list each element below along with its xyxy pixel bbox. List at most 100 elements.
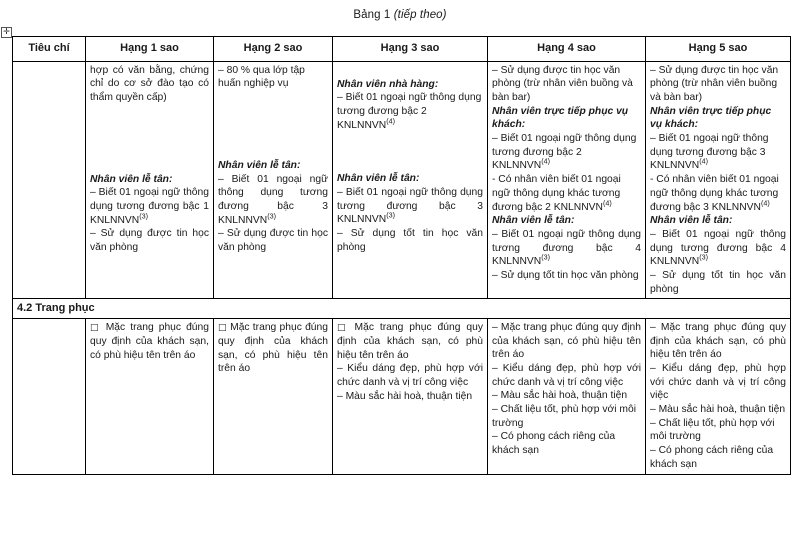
hang1-trang-phuc-item-1: □ Mặc trang phục đúng quy định của khách… [90, 321, 209, 362]
hang5-le-tan-item-1: – Biết 01 ngoại ngữ thông dụng tương đươ… [650, 228, 786, 269]
hang5-trang-phuc-item-5: – Có phong cách riêng của khách sạn [650, 445, 774, 470]
hang3-trang-phuc-item-2: – Kiểu dáng đẹp, phù hợp với chức danh v… [337, 363, 483, 388]
hang3-nha-hang-item-1: – Biết 01 ngoại ngữ thông dụng tương đươ… [337, 91, 483, 132]
hang4-le-tan-item-1-superscript: (3) [541, 252, 551, 262]
hang4-le-tan-item-2: – Sử dụng tốt tin học văn phòng [492, 269, 639, 281]
column-header-hang-5-sao: Hạng 5 sao [645, 36, 791, 62]
hang4-truc-tiep-item-1: – Biết 01 ngoại ngữ thông dụng tương đươ… [492, 132, 641, 173]
missing-glyph-box-icon: □ [337, 322, 349, 333]
hang2-continued-text: – 80 % qua lớp tập huấn nghiệp vụ [218, 64, 305, 90]
table-section-row: 4.2 Trang phục [12, 298, 791, 319]
hang3-nha-hang-item-1-text: – Biết 01 ngoại ngữ thông dụng tương đươ… [337, 92, 482, 131]
hang2-trang-phuc-item-1: □ Mặc trang phục đúng quy định của khách… [218, 321, 328, 376]
cell-hang2-continued: – 80 % qua lớp tập huấn nghiệp vụ Nhân v… [213, 60, 333, 300]
hang3-lead-le-tan: Nhân viên lễ tân: [337, 173, 420, 185]
hang5-lead-le-tan: Nhân viên lễ tân: [650, 215, 733, 227]
hang2-le-tan-item-1-text: – Biết 01 ngoại ngữ thông dụng tương đươ… [218, 173, 328, 226]
table-row: □ Mặc trang phục đúng quy định của khách… [12, 317, 791, 475]
caption-title: Bảng 1 [353, 9, 391, 21]
hang5-trang-phuc-item-3: – Màu sắc hài hoà, thuận tiện [650, 404, 786, 416]
hang3-trang-phuc-item-1: □ Mặc trang phục đúng quy định của khách… [337, 321, 483, 362]
hang3-le-tan-item-1-superscript: (3) [386, 211, 396, 221]
hang4-truc-tiep-item-2-superscript: (4) [602, 198, 612, 208]
hang3-le-tan-item-2: – Sử dụng tốt tin học văn phòng [337, 228, 483, 253]
hang5-le-tan-item-1-text: – Biết 01 ngoại ngữ thông dụng tương đươ… [650, 228, 786, 268]
hang1-le-tan-item-2: – Sử dụng được tin học văn phòng [90, 228, 209, 254]
hang4-lead-truc-tiep: Nhân viên trực tiếp phục vụ khách: [492, 105, 629, 131]
hang4-truc-tiep-item-2-text: - Có nhân viên biết 01 ngoại ngữ thông d… [492, 174, 621, 213]
hang4-truc-tiep-item-2: - Có nhân viên biết 01 ngoại ngữ thông d… [492, 173, 641, 214]
hang3-le-tan-item-1: – Biết 01 ngoại ngữ thông dụng tương đươ… [337, 186, 483, 227]
hang1-lead-le-tan: Nhân viên lễ tân: [90, 173, 173, 185]
cell-hang5-trang-phuc: – Mặc trang phục đúng quy định của khách… [645, 317, 791, 475]
spacer [337, 64, 483, 78]
table-caption: Bảng 1 (tiếp theo) [0, 0, 800, 27]
hang2-le-tan-item-1: – Biết 01 ngoại ngữ thông dụng tương đươ… [218, 173, 328, 228]
spacer [337, 132, 483, 172]
spacer [218, 91, 328, 159]
hang5-truc-tiep-item-2: - Có nhân viên biết 01 ngoại ngữ thông d… [650, 173, 786, 214]
hang5-truc-tiep-item-2-text: - Có nhân viên biết 01 ngoại ngữ thông d… [650, 174, 779, 213]
hang5-le-tan-item-2: – Sử dụng tốt tin học văn phòng [650, 269, 786, 295]
missing-glyph-box-icon: □ [218, 322, 227, 333]
table-container: Tiêu chí Hạng 1 sao Hạng 2 sao Hạng 3 sa… [12, 36, 791, 475]
criteria-table: Tiêu chí Hạng 1 sao Hạng 2 sao Hạng 3 sa… [12, 36, 791, 475]
table-row: hợp có văn bằng, chứng chỉ do cơ sở đào … [12, 60, 791, 300]
hang1-continued-text: hợp có văn bằng, chứng chỉ do cơ sở đào … [90, 64, 209, 103]
hang5-lead-truc-tiep: Nhân viên trực tiếp phục vụ khách: [650, 105, 772, 131]
hang4-trang-phuc-item-2: – Kiểu dáng đẹp, phù hợp với chức danh v… [492, 363, 641, 388]
hang4-continued-text: – Sử dụng được tin học văn phòng (trừ nh… [492, 64, 633, 103]
hang1-le-tan-item-1-superscript: (3) [139, 211, 149, 221]
cell-criteria-continued [12, 60, 86, 300]
hang4-truc-tiep-item-1-text: – Biết 01 ngoại ngữ thông dụng tương đươ… [492, 133, 637, 172]
cell-hang4-trang-phuc: – Mặc trang phục đúng quy định của khách… [487, 317, 646, 475]
hang1-trang-phuc-item-1-text: Mặc trang phục đúng quy định của khách s… [90, 321, 209, 361]
cell-hang4-continued: – Sử dụng được tin học văn phòng (trừ nh… [487, 60, 646, 300]
hang2-trang-phuc-item-1-text: Mặc trang phục đúng quy định của khách s… [218, 321, 328, 375]
hang5-trang-phuc-item-2: – Kiểu dáng đẹp, phù hợp với chức danh v… [650, 363, 786, 402]
hang5-trang-phuc-item-4: – Chất liệu tốt, phù hợp với môi trường [650, 417, 775, 443]
cell-criteria-trang-phuc [12, 317, 86, 475]
hang2-le-tan-item-1-superscript: (3) [267, 211, 277, 221]
caption-subtitle: (tiếp theo) [393, 9, 447, 21]
hang3-trang-phuc-item-1-text: Mặc trang phục đúng quy định của khách s… [337, 321, 483, 361]
spacer [90, 105, 209, 173]
section-header-trang-phuc: 4.2 Trang phục [12, 298, 791, 319]
table-move-handle[interactable]: ✛ [1, 27, 12, 38]
hang5-le-tan-item-1-superscript: (3) [699, 252, 709, 262]
hang3-lead-nha-hang: Nhân viên nhà hàng: [337, 78, 439, 90]
hang5-trang-phuc-item-1: – Mặc trang phục đúng quy định của khách… [650, 321, 786, 361]
cell-hang5-continued: – Sử dụng được tin học văn phòng (trừ nh… [645, 60, 791, 300]
column-header-hang-1-sao: Hạng 1 sao [85, 36, 214, 62]
hang4-trang-phuc-item-1: – Mặc trang phục đúng quy định của khách… [492, 321, 641, 361]
hang5-truc-tiep-item-2-superscript: (4) [760, 198, 770, 208]
hang5-truc-tiep-item-1-text: – Biết 01 ngoại ngữ thông dụng tương đươ… [650, 133, 769, 172]
hang5-truc-tiep-item-1: – Biết 01 ngoại ngữ thông dụng tương đươ… [650, 132, 786, 173]
hang4-truc-tiep-item-1-superscript: (4) [541, 157, 551, 167]
hang2-le-tan-item-2: – Sử dụng được tin học văn phòng [218, 228, 328, 254]
cell-hang1-continued: hợp có văn bằng, chứng chỉ do cơ sở đào … [85, 60, 214, 300]
hang4-trang-phuc-item-5: – Có phong cách riêng của khách sạn [492, 431, 616, 457]
hang1-le-tan-item-1: – Biết 01 ngoại ngữ thông dụng tương đươ… [90, 186, 209, 227]
hang3-le-tan-item-1-text: – Biết 01 ngoại ngữ thông dụng tương đươ… [337, 187, 483, 226]
cell-hang3-continued: Nhân viên nhà hàng: – Biết 01 ngoại ngữ … [332, 60, 488, 300]
hang5-truc-tiep-item-1-superscript: (4) [699, 157, 709, 167]
hang5-continued-text: – Sử dụng được tin học văn phòng (trừ nh… [650, 64, 779, 103]
column-header-hang-4-sao: Hạng 4 sao [487, 36, 646, 62]
column-header-hang-2-sao: Hạng 2 sao [213, 36, 333, 62]
hang4-trang-phuc-item-3: – Màu sắc hài hoà, thuận tiện [492, 390, 628, 402]
hang3-trang-phuc-item-3: – Màu sắc hài hoà, thuận tiện [337, 390, 473, 402]
column-header-criteria: Tiêu chí [12, 36, 86, 62]
hang4-le-tan-item-1-text: – Biết 01 ngoại ngữ thông dụng tương đươ… [492, 228, 641, 268]
hang1-le-tan-item-1-text: – Biết 01 ngoại ngữ thông dụng tương đươ… [90, 187, 209, 226]
table-header-row: Tiêu chí Hạng 1 sao Hạng 2 sao Hạng 3 sa… [12, 36, 791, 62]
cell-hang1-trang-phuc: □ Mặc trang phục đúng quy định của khách… [85, 317, 214, 475]
hang3-nha-hang-item-1-superscript: (4) [386, 116, 396, 126]
cell-hang2-trang-phuc: □ Mặc trang phục đúng quy định của khách… [213, 317, 333, 475]
cell-hang3-trang-phuc: □ Mặc trang phục đúng quy định của khách… [332, 317, 488, 475]
missing-glyph-box-icon: □ [90, 322, 101, 333]
hang4-trang-phuc-item-4: – Chất liệu tốt, phù hợp với môi trường [492, 404, 637, 429]
hang4-lead-le-tan: Nhân viên lễ tân: [492, 215, 575, 227]
hang2-lead-le-tan: Nhân viên lễ tân: [218, 160, 301, 171]
